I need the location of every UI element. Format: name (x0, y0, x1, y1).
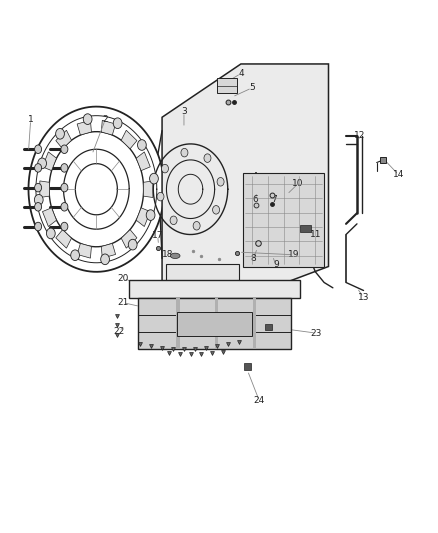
Polygon shape (42, 208, 57, 227)
Polygon shape (129, 280, 300, 298)
Text: 24: 24 (254, 397, 265, 405)
Circle shape (170, 216, 177, 224)
Text: 15: 15 (267, 282, 278, 291)
Text: 23: 23 (311, 329, 322, 337)
Text: 21: 21 (118, 298, 129, 307)
Text: 5: 5 (249, 84, 255, 92)
Text: 22: 22 (113, 327, 125, 336)
Bar (176, 298, 180, 349)
Bar (265, 324, 272, 330)
Bar (215, 298, 218, 349)
Circle shape (83, 114, 92, 124)
Circle shape (217, 177, 224, 186)
Circle shape (35, 145, 42, 154)
Circle shape (138, 140, 146, 150)
Circle shape (150, 173, 159, 184)
Text: 2: 2 (102, 116, 108, 124)
Circle shape (61, 164, 68, 172)
Circle shape (212, 206, 219, 214)
Circle shape (193, 222, 200, 230)
Text: 7: 7 (271, 196, 277, 204)
Circle shape (157, 192, 164, 201)
Text: 4: 4 (238, 69, 244, 78)
Circle shape (35, 203, 42, 211)
Circle shape (61, 222, 68, 231)
Circle shape (34, 195, 43, 205)
Text: 9: 9 (273, 261, 279, 269)
Bar (217, 78, 237, 93)
Circle shape (162, 164, 169, 173)
Polygon shape (101, 244, 116, 258)
Polygon shape (121, 230, 137, 248)
Text: 19: 19 (288, 251, 299, 259)
Polygon shape (40, 181, 49, 198)
Text: 3: 3 (181, 108, 187, 116)
Circle shape (61, 203, 68, 211)
Circle shape (146, 210, 155, 221)
Polygon shape (138, 298, 291, 349)
Polygon shape (136, 208, 150, 227)
Bar (243, 173, 324, 266)
Circle shape (46, 228, 55, 239)
Text: 12: 12 (354, 132, 366, 140)
Text: 16: 16 (254, 282, 265, 291)
Circle shape (35, 222, 42, 231)
Circle shape (56, 128, 64, 139)
Text: 14: 14 (393, 171, 404, 179)
Bar (300, 225, 311, 232)
Circle shape (35, 183, 42, 192)
Circle shape (128, 239, 137, 250)
Polygon shape (101, 120, 116, 135)
Bar (253, 298, 257, 349)
Text: 11: 11 (310, 230, 321, 239)
Circle shape (61, 145, 68, 154)
Text: 13: 13 (358, 293, 369, 302)
Polygon shape (42, 152, 57, 171)
Text: 10: 10 (292, 180, 304, 188)
Bar (177, 312, 252, 336)
Bar (244, 363, 251, 370)
Text: 17: 17 (152, 231, 163, 240)
Bar (166, 264, 239, 285)
Polygon shape (56, 230, 71, 248)
Text: 6: 6 (252, 196, 258, 204)
Text: 20: 20 (118, 274, 129, 282)
Polygon shape (77, 244, 92, 258)
Circle shape (35, 164, 42, 172)
Circle shape (181, 148, 188, 157)
Ellipse shape (170, 253, 180, 259)
Text: 18: 18 (162, 251, 173, 259)
Polygon shape (143, 181, 153, 198)
Circle shape (71, 250, 79, 261)
Polygon shape (162, 64, 328, 288)
Polygon shape (136, 152, 150, 171)
Circle shape (113, 118, 122, 128)
Text: 1: 1 (28, 116, 34, 124)
Polygon shape (77, 120, 92, 135)
Circle shape (204, 154, 211, 163)
Circle shape (38, 158, 46, 168)
Text: 8: 8 (250, 254, 256, 263)
Polygon shape (121, 130, 137, 149)
Circle shape (101, 254, 110, 265)
Polygon shape (56, 130, 71, 149)
Circle shape (61, 183, 68, 192)
